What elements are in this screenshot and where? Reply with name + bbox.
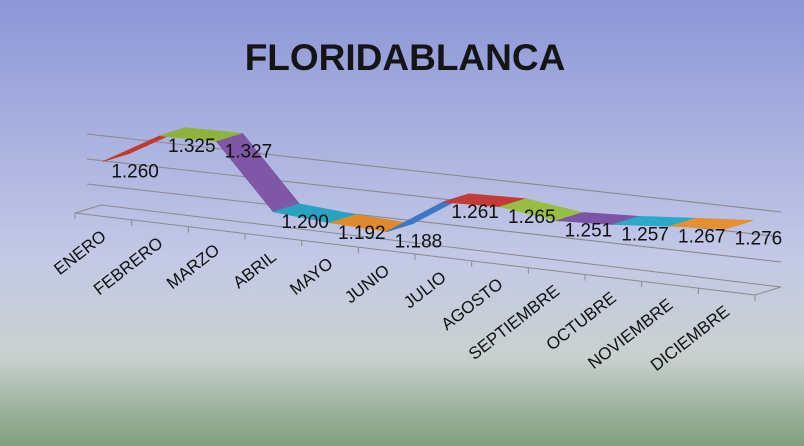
data-label: 1.276 — [735, 229, 783, 250]
data-label: 1.251 — [565, 221, 613, 242]
data-label: 1.257 — [621, 224, 669, 245]
data-labels: 1.260 1.325 1.327 1.200 1.192 1.188 1.261 1.265… — [111, 136, 782, 253]
gridline — [86, 183, 782, 263]
chart-title: FLORIDABLANCA — [245, 37, 566, 78]
data-label: 1.260 — [111, 161, 159, 182]
data-label: 1.261 — [451, 202, 499, 223]
data-label: 1.200 — [281, 212, 329, 233]
data-label: 1.327 — [225, 142, 273, 163]
chart-floor — [74, 204, 782, 301]
data-ribbon — [102, 127, 754, 232]
data-label: 1.325 — [168, 136, 216, 157]
data-label: 1.192 — [338, 223, 386, 244]
gridline — [86, 133, 782, 213]
data-label: 1.188 — [395, 232, 443, 253]
data-label: 1.265 — [508, 207, 556, 228]
ribbon-segment — [669, 217, 754, 229]
data-label: 1.267 — [678, 226, 726, 247]
